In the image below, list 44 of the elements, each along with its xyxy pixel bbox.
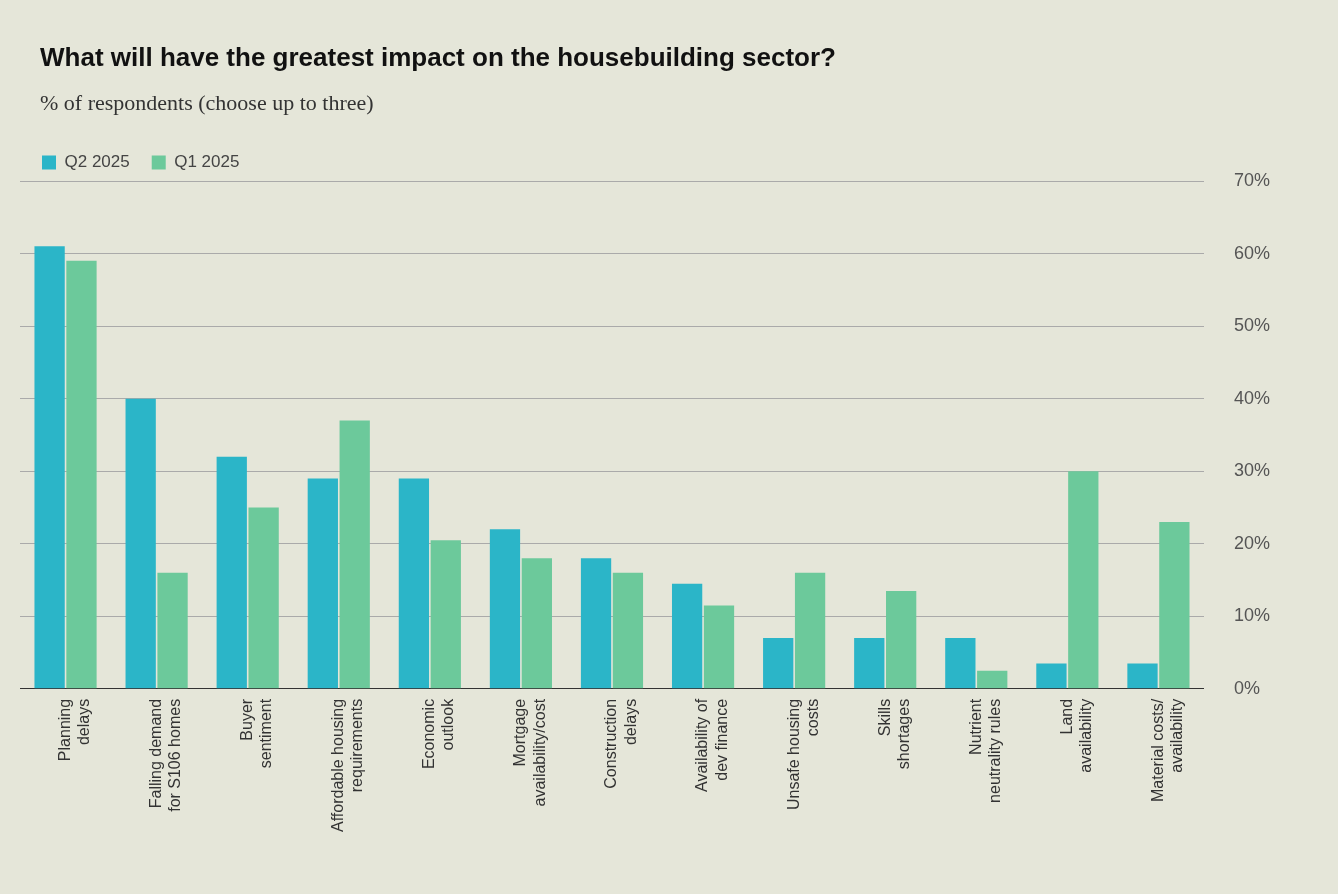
bar [763, 638, 794, 689]
bar [1036, 663, 1067, 689]
bar [794, 572, 826, 689]
bar [1127, 663, 1158, 689]
x-tick-label: Construction delays [602, 698, 639, 789]
bar [489, 529, 521, 689]
y-tick-label: 20% [1233, 532, 1270, 553]
bar [703, 605, 735, 689]
y-tick-label: 40% [1233, 387, 1270, 408]
bar [339, 420, 370, 689]
x-tick-label: Skills shortages [875, 698, 912, 770]
y-tick-label: 60% [1233, 242, 1270, 263]
bar [248, 507, 279, 689]
bar [430, 540, 461, 689]
bar [66, 260, 97, 689]
bar [580, 558, 612, 689]
y-tick-label: 70% [1233, 169, 1270, 190]
bar [612, 572, 644, 689]
y-tick-label: 0% [1233, 677, 1260, 698]
chart-title: What will have the greatest impact on the housebuilding sector? [40, 42, 836, 73]
y-tick-label: 30% [1233, 460, 1270, 481]
bar [977, 670, 1008, 689]
bar [307, 478, 338, 689]
bar [521, 558, 552, 689]
legend-label: Q1 2025 [174, 152, 240, 172]
x-tick-label: Planning delays [55, 698, 93, 762]
bar [671, 583, 703, 689]
bar [854, 638, 885, 689]
x-tick-label: Buyer sentiment [238, 698, 275, 769]
bar [157, 572, 188, 689]
y-tick-label: 10% [1233, 605, 1270, 626]
bar [125, 398, 156, 689]
bar [1159, 521, 1190, 689]
y-tick-label: 50% [1233, 315, 1270, 336]
bar [398, 478, 430, 689]
bar [886, 590, 917, 689]
bar [1068, 471, 1099, 689]
x-tick-label: Unsafe housing costs [784, 698, 821, 811]
bar [945, 638, 976, 689]
bar [34, 246, 65, 689]
bar [216, 456, 247, 689]
chart-subtitle: % of respondents (choose up to three) [40, 90, 374, 116]
legend-label: Q2 2025 [64, 152, 130, 172]
x-tick-label: Economic outlook [420, 697, 457, 770]
